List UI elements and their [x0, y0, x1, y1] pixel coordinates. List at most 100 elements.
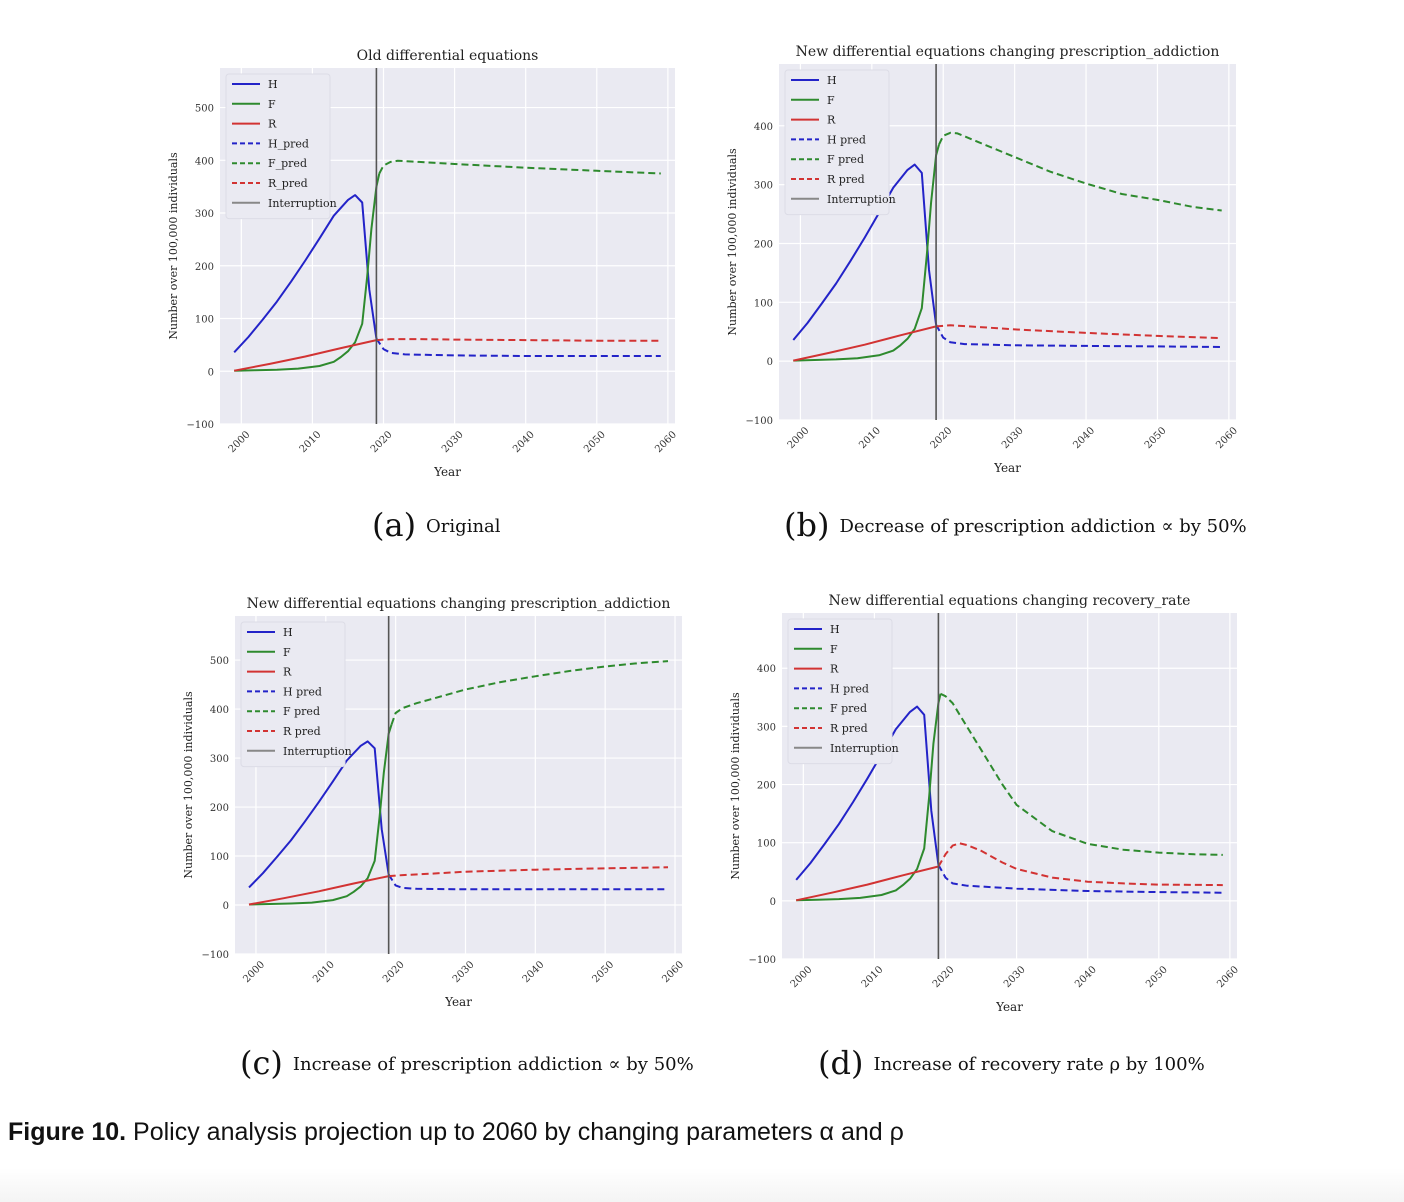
x-tick-label: 2020 — [369, 429, 395, 455]
series-line-f — [248, 724, 393, 906]
legend-label: H_pred — [268, 137, 309, 150]
x-tick-label: 2010 — [298, 429, 324, 455]
x-tick-label: 2000 — [786, 425, 812, 451]
y-tick-label: 0 — [208, 367, 214, 378]
series-line-f-pred — [940, 692, 1223, 856]
x-tick-label: 2010 — [860, 964, 886, 990]
series-line-r-pred — [936, 324, 1222, 340]
y-tick-label: 0 — [767, 357, 773, 368]
legend-label: Interruption — [827, 193, 896, 206]
x-tick-label: 2060 — [653, 429, 679, 455]
x-axis-label: Year — [993, 461, 1021, 475]
y-tick-label: −100 — [749, 955, 776, 966]
legend: HFR H pred F pred R pred Interruption — [240, 621, 352, 768]
series-line-f-pred — [378, 159, 661, 175]
x-tick-label: 2010 — [857, 425, 883, 451]
series-line-r — [793, 325, 937, 362]
y-tick-label: 100 — [195, 315, 214, 326]
x-axis-label: Year — [995, 1000, 1023, 1014]
series-line-h-pred — [935, 324, 1222, 348]
y-tick-label: 400 — [754, 122, 773, 133]
x-tick-label: 2010 — [311, 959, 337, 985]
series-line-r — [795, 865, 939, 902]
chart-panel-d: −100 0 100 200 300 400 2000 2010 2020 2030 2040 205… — [729, 593, 1241, 1014]
series-line-f — [796, 693, 942, 902]
y-axis-label: Number over 100,000 individuals — [729, 692, 742, 880]
legend-label: H pred — [283, 685, 322, 698]
x-axis-label: Year — [433, 465, 461, 479]
y-tick-label: 200 — [210, 803, 229, 814]
caption-d: (d) Increase of recovery rate ρ by 100% — [818, 1044, 1205, 1082]
x-tick-label: 2050 — [1143, 425, 1169, 451]
legend: HFR H pred F pred R pred Interruption — [787, 618, 899, 765]
y-tick-label: 300 — [195, 209, 214, 220]
x-tick-label: 2020 — [381, 959, 407, 985]
y-tick-label: 500 — [195, 104, 214, 115]
x-tick-label: 2040 — [1073, 964, 1099, 990]
legend-label: R — [283, 666, 292, 679]
legend-label: Interruption — [830, 742, 899, 755]
legend-label: R pred — [830, 722, 868, 735]
y-tick-label: 0 — [223, 901, 229, 912]
bottom-band — [0, 1168, 1404, 1202]
legend-label: F_pred — [268, 157, 307, 170]
y-tick-label: 400 — [210, 705, 229, 716]
x-tick-label: 2000 — [789, 964, 815, 990]
chart-title: New differential equations changing pres… — [796, 44, 1220, 60]
caption-a-label: (a) — [372, 506, 417, 544]
x-tick-label: 2030 — [440, 429, 466, 455]
x-tick-label: 2030 — [1002, 964, 1028, 990]
y-tick-label: 300 — [757, 722, 776, 733]
caption-c-text: Increase of prescription addiction ∝ by … — [292, 1054, 694, 1075]
x-axis-label: Year — [444, 995, 472, 1009]
chart-title: Old differential equations — [357, 48, 539, 64]
y-tick-label: 0 — [770, 897, 776, 908]
legend-label: R pred — [827, 173, 865, 186]
y-tick-label: 400 — [195, 156, 214, 167]
series-line-h-pred — [387, 874, 668, 891]
series-line-h — [248, 740, 390, 889]
chart-panel-a: −100 0 100 200 300 400 500 2000 2010 2020 2030 2040… — [167, 48, 679, 479]
series-line-h-pred — [937, 864, 1223, 894]
series-line-r-pred — [937, 842, 1223, 887]
x-tick-label: 2040 — [1071, 425, 1097, 451]
caption-b-text: Decrease of prescription addiction ∝ by … — [839, 516, 1247, 537]
y-tick-label: −100 — [187, 420, 214, 431]
legend-label: H — [283, 626, 293, 639]
x-tick-label: 2000 — [241, 959, 267, 985]
caption-a-text: Original — [426, 516, 501, 537]
figure-caption-label: Figure 10. — [8, 1118, 127, 1146]
caption-b-label: (b) — [784, 506, 830, 544]
series-line-r — [248, 875, 389, 906]
series-line-r-pred — [376, 338, 661, 342]
figure-caption-text: Policy analysis projection up to 2060 by… — [133, 1118, 904, 1146]
x-tick-label: 2020 — [929, 425, 955, 451]
legend-label: H pred — [830, 682, 869, 695]
legend-label: F pred — [830, 702, 867, 715]
legend-label: F — [283, 646, 291, 659]
legend-label: Interruption — [268, 197, 337, 210]
legend-label: F — [830, 643, 838, 656]
legend-label: H pred — [827, 133, 866, 146]
caption-c: (c) Increase of prescription addiction ∝ … — [240, 1044, 694, 1082]
y-axis-label: Number over 100,000 individuals — [726, 148, 739, 336]
y-tick-label: 500 — [210, 656, 229, 667]
legend-label: Interruption — [283, 745, 352, 758]
legend-label: R_pred — [268, 177, 308, 190]
caption-c-label: (c) — [240, 1044, 283, 1082]
y-tick-label: 300 — [210, 754, 229, 765]
x-tick-label: 2060 — [660, 959, 686, 985]
series-line-f-pred — [938, 131, 1222, 212]
legend: HFR H pred F pred R pred Interruption — [784, 69, 896, 216]
y-tick-label: 100 — [757, 839, 776, 850]
series-line-h-pred — [375, 338, 661, 357]
legend-label: F pred — [827, 153, 864, 166]
legend: HFR H_pred F_pred R_pred Interruption — [225, 73, 337, 220]
y-tick-label: −100 — [202, 950, 229, 961]
x-tick-label: 2050 — [582, 429, 608, 455]
caption-a: (a) Original — [372, 506, 501, 544]
x-tick-label: 2030 — [1000, 425, 1026, 451]
x-tick-label: 2040 — [511, 429, 537, 455]
legend-label: R — [268, 118, 277, 131]
